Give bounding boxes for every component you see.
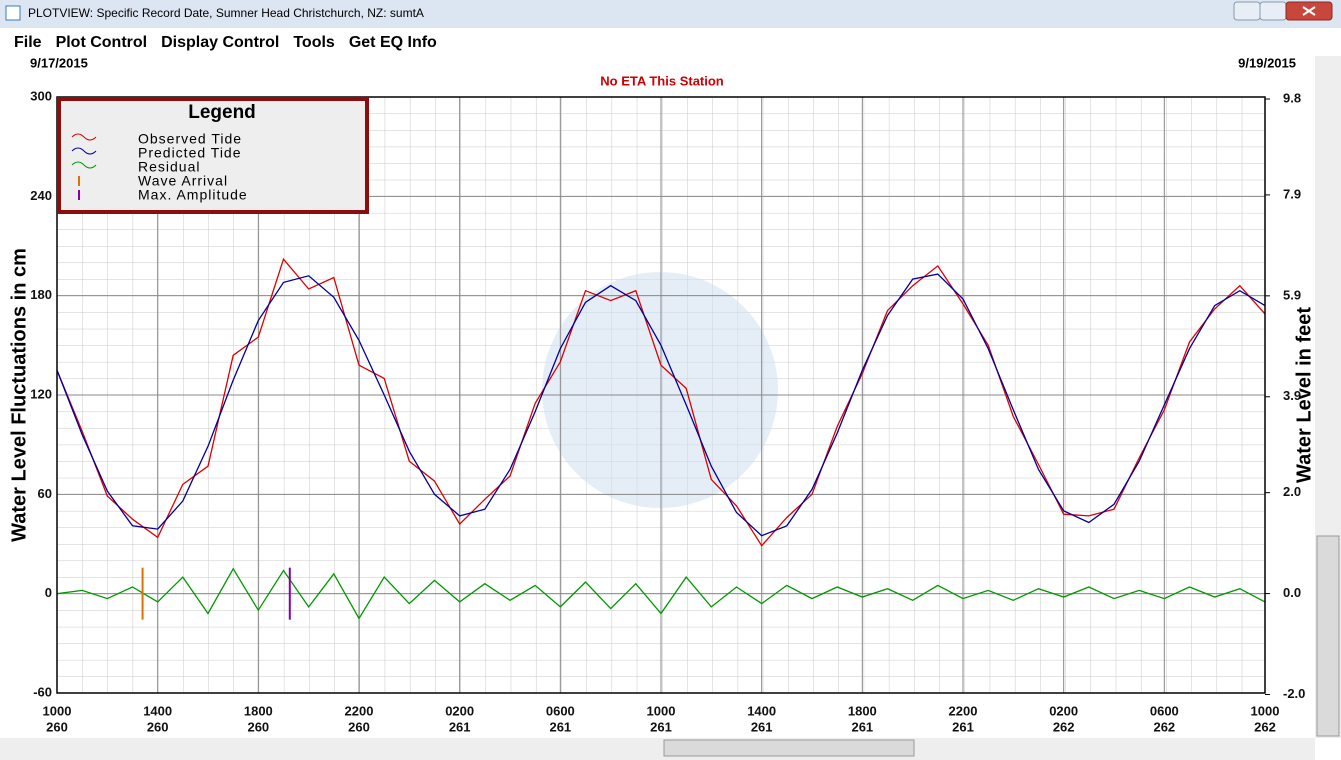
menu-item[interactable]: File xyxy=(14,34,42,51)
x-tick-day: 261 xyxy=(952,719,974,734)
minimize-button[interactable] xyxy=(1233,1,1261,21)
y-tick-label: 120 xyxy=(30,386,52,401)
y2-axis-label: Water Level in feet xyxy=(1293,307,1315,483)
x-tick-label: 0600 xyxy=(546,703,575,718)
menu-bar xyxy=(0,28,1341,56)
legend-title: Legend xyxy=(188,102,256,123)
menu-item[interactable]: Display Control xyxy=(161,34,279,51)
y2-tick-label: 2.0 xyxy=(1283,484,1301,499)
horizontal-scroll-thumb[interactable] xyxy=(663,739,915,757)
x-tick-day: 260 xyxy=(46,719,68,734)
subtitle: No ETA This Station xyxy=(600,73,724,88)
legend-label: Max. Amplitude xyxy=(138,187,248,203)
x-tick-day: 261 xyxy=(650,719,672,734)
x-tick-day: 261 xyxy=(449,719,471,734)
maximize-button[interactable] xyxy=(1259,1,1287,21)
x-tick-label: 2200 xyxy=(345,703,374,718)
legend-symbol xyxy=(71,147,97,155)
x-tick-label: 1800 xyxy=(848,703,877,718)
legend-label: Observed Tide xyxy=(138,131,242,147)
x-tick-label: 0200 xyxy=(445,703,474,718)
y-tick-label: 0 xyxy=(45,585,52,600)
x-tick-label: 0200 xyxy=(1049,703,1078,718)
legend-label: Predicted Tide xyxy=(138,145,242,161)
x-tick-label: 1400 xyxy=(747,703,776,718)
start-date: 9/17/2015 xyxy=(30,55,88,70)
x-tick-label: 2200 xyxy=(949,703,978,718)
window-title: PLOTVIEW: Specific Record Date, Sumner H… xyxy=(28,6,424,20)
y-tick-label: 180 xyxy=(30,287,52,302)
x-tick-day: 262 xyxy=(1153,719,1175,734)
legend-label: Residual xyxy=(138,159,200,175)
plot-frame xyxy=(56,96,1266,694)
y2-tick-label: -2.0 xyxy=(1283,686,1305,701)
y2-tick-label: 7.9 xyxy=(1283,186,1301,201)
series-line xyxy=(56,273,1266,537)
y-tick-label: 240 xyxy=(30,188,52,203)
x-tick-label: 0600 xyxy=(1150,703,1179,718)
x-tick-label: 1400 xyxy=(143,703,172,718)
x-tick-label: 1000 xyxy=(1251,703,1280,718)
menu-item[interactable]: Plot Control xyxy=(56,34,148,51)
y-tick-label: 60 xyxy=(38,486,52,501)
legend-label: Wave Arrival xyxy=(138,173,228,189)
y2-tick-label: 3.9 xyxy=(1283,388,1301,403)
menu-item[interactable]: Get EQ Info xyxy=(349,34,437,51)
watermark xyxy=(542,272,778,508)
x-tick-label: 1000 xyxy=(647,703,676,718)
title-bar xyxy=(0,0,1341,28)
x-tick-day: 260 xyxy=(247,719,269,734)
legend xyxy=(57,97,369,214)
y2-tick-label: 5.9 xyxy=(1283,287,1301,302)
x-tick-day: 260 xyxy=(348,719,370,734)
vertical-scroll-thumb[interactable] xyxy=(1316,535,1340,737)
x-tick-day: 261 xyxy=(851,719,873,734)
y-tick-label: 300 xyxy=(30,88,52,103)
legend-symbol xyxy=(71,133,97,141)
series-line xyxy=(56,567,1266,620)
end-date: 9/19/2015 xyxy=(1238,55,1296,70)
legend-symbol xyxy=(71,161,97,169)
x-tick-label: 1800 xyxy=(244,703,273,718)
menu: File Plot Control Display Control Tools Get … xyxy=(14,34,437,51)
menu-item[interactable]: Tools xyxy=(293,34,335,51)
x-tick-day: 262 xyxy=(1053,719,1075,734)
x-tick-day: 261 xyxy=(549,719,571,734)
y-axis-label: Water Level Fluctuations in cm xyxy=(8,248,30,542)
x-tick-label: 1000 xyxy=(43,703,72,718)
y-tick-label: -60 xyxy=(33,684,52,699)
app-icon xyxy=(5,5,21,21)
horizontal-scrollbar[interactable] xyxy=(0,738,1315,760)
x-tick-day: 261 xyxy=(751,719,773,734)
x-tick-day: 260 xyxy=(147,719,169,734)
series-line xyxy=(56,257,1266,547)
x-tick-day: 262 xyxy=(1254,719,1276,734)
y2-tick-label: 0.0 xyxy=(1283,585,1301,600)
y2-tick-label: 9.8 xyxy=(1283,90,1301,105)
